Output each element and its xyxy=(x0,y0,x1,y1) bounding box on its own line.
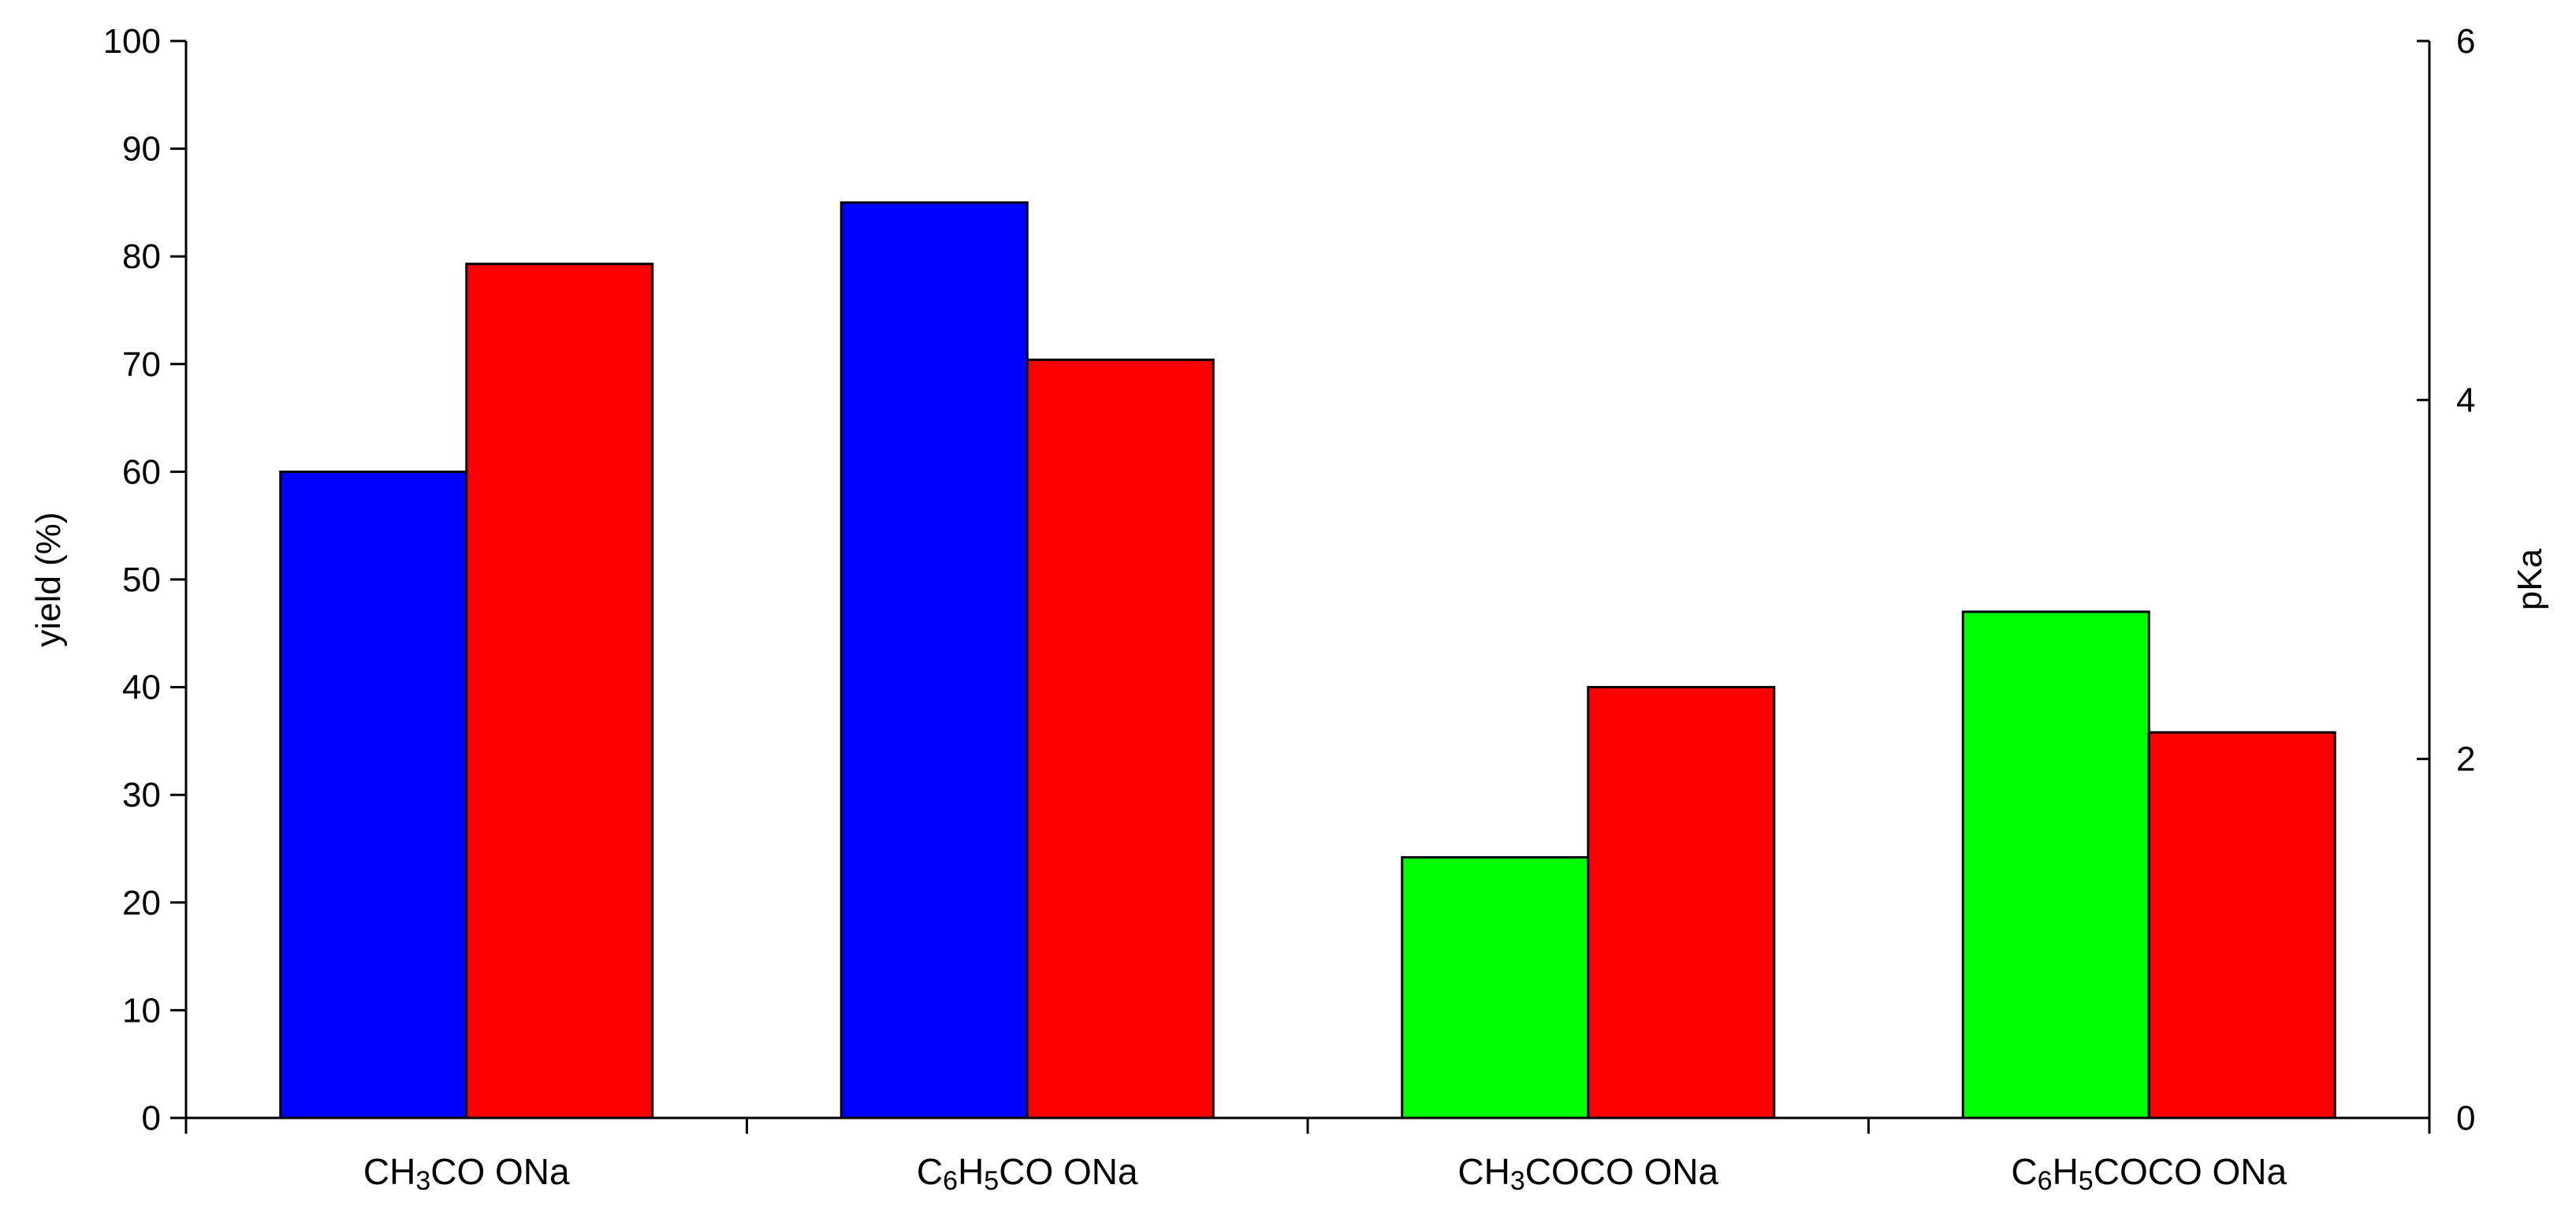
bar-3-1 xyxy=(2147,731,2336,1120)
y-left-tick-label: 10 xyxy=(122,991,161,1030)
bar-1-0 xyxy=(839,201,1029,1120)
right-axis-ticks: 0 2 4 6 xyxy=(2417,22,2475,1138)
y-left-tick-label: 30 xyxy=(122,776,161,814)
y-left-tick-label: 0 xyxy=(142,1099,161,1138)
category-label: C6H5CO ONa xyxy=(917,1151,1138,1196)
category-label: C6H5COCO ONa xyxy=(2011,1151,2287,1196)
y-axis-right-title: pKa xyxy=(2511,548,2549,610)
bar-0-1 xyxy=(465,263,654,1120)
y-right-tick-label: 4 xyxy=(2456,381,2475,419)
y-left-tick-label: 20 xyxy=(122,884,161,922)
y-left-tick-label: 70 xyxy=(122,345,161,384)
category-labels: CH3CO ONa C6H5CO ONa CH3COCO ONa C6H5COCO O… xyxy=(363,1151,2288,1196)
y-right-tick-label: 6 xyxy=(2456,22,2475,61)
bar-3-0 xyxy=(1961,610,2150,1120)
y-left-tick-label: 90 xyxy=(122,130,161,169)
y-left-tick-label: 100 xyxy=(103,22,161,61)
y-left-tick-label: 60 xyxy=(122,453,161,491)
y-axis-left-title: yield (%) xyxy=(29,512,68,646)
bar-1-1 xyxy=(1026,358,1215,1120)
bar-2-1 xyxy=(1587,686,1776,1120)
y-left-tick-label: 80 xyxy=(122,237,161,276)
y-left-tick-label: 40 xyxy=(122,669,161,707)
bars-layer xyxy=(279,201,2336,1120)
y-right-tick-label: 2 xyxy=(2456,740,2475,779)
left-axis-ticks: 0 10 20 30 40 50 60 70 80 90 100 xyxy=(103,22,186,1138)
bar-0-0 xyxy=(279,470,468,1120)
category-label: CH3COCO ONa xyxy=(1457,1151,1718,1196)
bar-2-0 xyxy=(1401,855,1590,1120)
y-right-tick-label: 0 xyxy=(2456,1099,2475,1138)
category-label: CH3CO ONa xyxy=(363,1151,570,1196)
y-left-tick-label: 50 xyxy=(122,561,161,599)
